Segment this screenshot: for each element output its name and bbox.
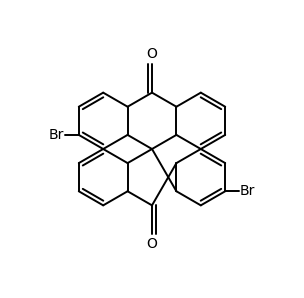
Text: O: O <box>147 237 157 251</box>
Text: Br: Br <box>49 128 64 142</box>
Text: O: O <box>147 47 157 61</box>
Text: Br: Br <box>240 184 255 198</box>
